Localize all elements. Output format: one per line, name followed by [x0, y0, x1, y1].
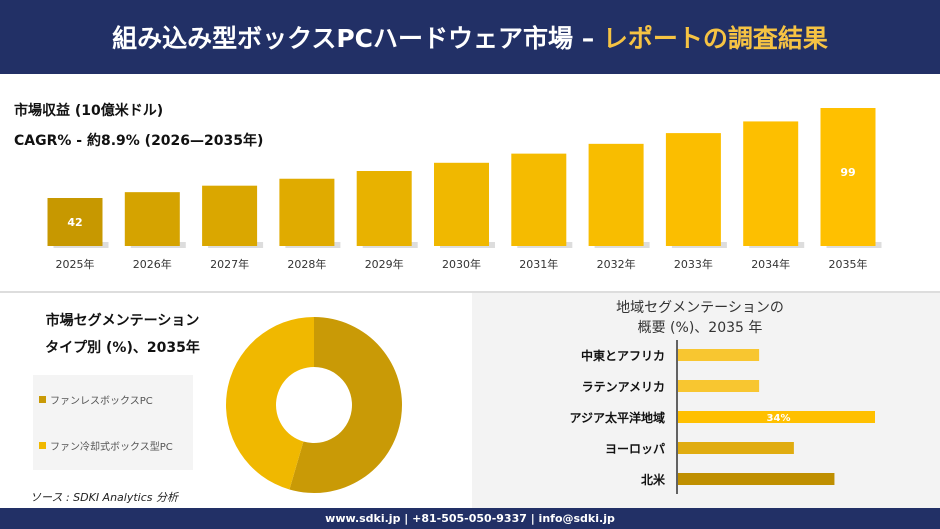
- x-tick-label: 2031年: [519, 257, 558, 271]
- x-tick-label: 2026年: [133, 257, 172, 271]
- divider: [0, 291, 940, 293]
- title-main: 組み込み型ボックスPCハードウェア市場 –: [112, 24, 595, 53]
- region-label: 中東とアフリカ: [581, 348, 665, 363]
- region-label: アジア太平洋地域: [569, 410, 665, 425]
- cagr-text: CAGR% - 約8.9% (2026—2035年): [14, 133, 264, 149]
- legend-label: ファンレスボックスPC: [50, 396, 153, 407]
- x-tick-label: 2028年: [287, 257, 326, 271]
- region-bar: [678, 380, 760, 392]
- pie-title-line2: タイプ別 (%)、2035年: [45, 340, 200, 356]
- x-tick-label: 2029年: [365, 257, 404, 271]
- x-tick-label: 2035年: [829, 257, 868, 271]
- revenue-bar: [356, 171, 412, 246]
- revenue-bar: [202, 185, 258, 246]
- legend-swatch: [39, 442, 46, 449]
- region-bar: [678, 473, 835, 485]
- legend-item-fan-cooled: ファン冷却式ボックス型PC: [39, 438, 173, 453]
- region-label: 北米: [641, 472, 666, 487]
- region-label: ヨーロッパ: [605, 442, 665, 456]
- x-tick-label: 2030年: [442, 257, 481, 271]
- revenue-bar: [588, 143, 644, 246]
- revenue-bar: [279, 178, 335, 246]
- region-panel: [472, 293, 940, 508]
- legend-item-fanless: ファンレスボックスPC: [39, 392, 153, 407]
- revenue-bar: [743, 121, 799, 246]
- region-bar: [678, 411, 875, 423]
- revenue-bar: [665, 133, 721, 246]
- bar-value-label: 99: [840, 166, 855, 179]
- revenue-bar: [511, 153, 567, 246]
- revenue-bar: [124, 192, 180, 246]
- region-bar: [678, 442, 794, 454]
- region-label: ラテンアメリカ: [582, 380, 665, 394]
- region-title-line2: 概要 (%)、2035 年: [637, 320, 763, 336]
- bar-value-label: 42: [67, 216, 82, 229]
- revenue-bar: [820, 108, 876, 246]
- revenue-title: 市場収益 (10億米ドル): [14, 103, 164, 119]
- revenue-bar: [434, 162, 489, 246]
- x-tick-label: 2025年: [56, 257, 95, 271]
- region-value-label: 34%: [767, 413, 791, 424]
- header-banner: 組み込み型ボックスPCハードウェア市場 – レポートの調査結果: [0, 0, 940, 74]
- region-title-line1: 地域セグメンテーションの: [616, 300, 784, 316]
- revenue-bar: [47, 198, 103, 246]
- legend-swatch: [39, 396, 46, 403]
- title-accent: レポートの調査結果: [602, 24, 828, 53]
- pie-title-line1: 市場セグメンテーション: [45, 313, 200, 329]
- donut-slice: [289, 317, 402, 493]
- footer-contact: www.sdki.jp | +81-505-050-9337 | info@sd…: [0, 508, 940, 529]
- legend-label: ファン冷却式ボックス型PC: [50, 442, 173, 453]
- x-tick-label: 2033年: [674, 257, 713, 271]
- donut-slice: [225, 317, 314, 490]
- x-tick-label: 2027年: [210, 257, 249, 271]
- pie-legend: ファンレスボックスPC ファン冷却式ボックス型PC: [33, 375, 193, 470]
- source-note: ソース : SDKI Analytics 分析: [30, 491, 179, 504]
- x-tick-label: 2034年: [751, 257, 790, 271]
- x-tick-label: 2032年: [597, 257, 636, 271]
- region-bar: [678, 349, 760, 361]
